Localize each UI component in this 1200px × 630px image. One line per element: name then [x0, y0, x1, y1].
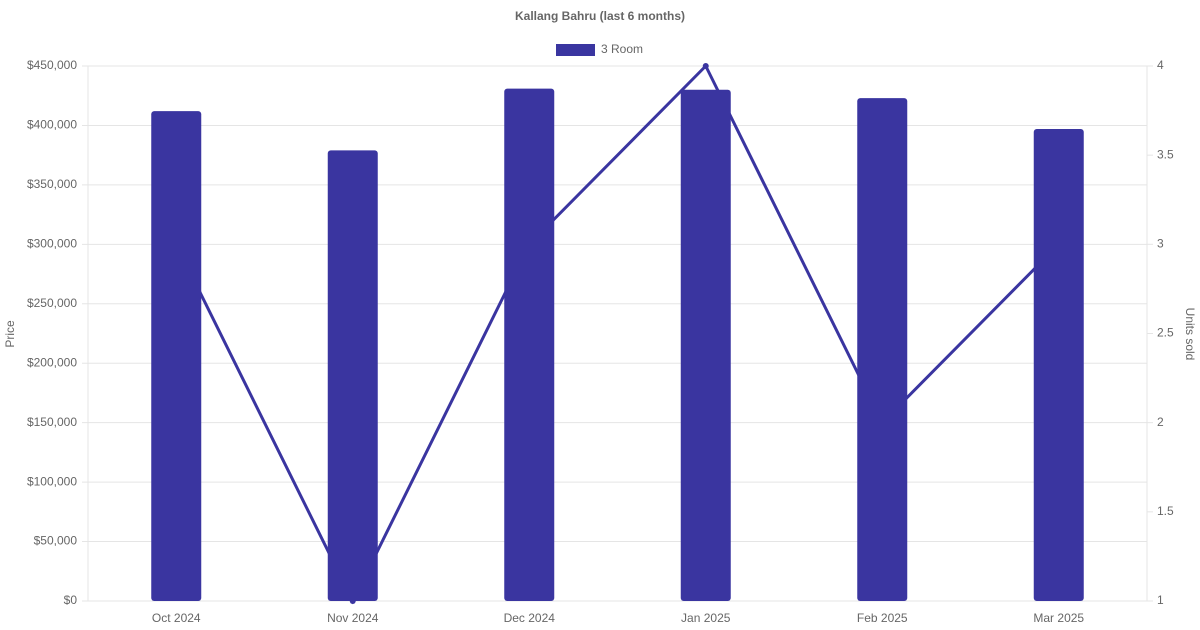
- y-tick-label: $50,000: [34, 534, 78, 548]
- line-point: [702, 63, 709, 69]
- bar: [504, 88, 555, 602]
- y2-tick-label: 2: [1157, 415, 1164, 429]
- bar: [151, 111, 202, 601]
- chart-title: Kallang Bahru (last 6 months): [515, 9, 685, 23]
- y-tick-label: $400,000: [27, 118, 77, 132]
- y2-tick-label: 3.5: [1157, 147, 1174, 161]
- y-tick-label: $200,000: [27, 355, 77, 369]
- y-tick-label: $0: [64, 593, 78, 607]
- y-axis-label: Price: [3, 320, 17, 348]
- x-tick-label: Feb 2025: [857, 611, 908, 625]
- x-tick-label: Jan 2025: [681, 611, 731, 625]
- y-tick-label: $450,000: [27, 58, 77, 72]
- y-tick-label: $100,000: [27, 474, 77, 488]
- bar: [857, 98, 908, 601]
- bar: [680, 89, 731, 602]
- bar: [1033, 129, 1084, 601]
- legend-label: 3 Room: [601, 42, 643, 56]
- x-tick-label: Nov 2024: [327, 611, 379, 625]
- y-tick-label: $350,000: [27, 177, 77, 191]
- legend-swatch: [556, 44, 595, 56]
- y-tick-label: $250,000: [27, 296, 77, 310]
- y2-tick-label: 2.5: [1157, 326, 1174, 340]
- bar: [327, 150, 378, 601]
- x-tick-label: Dec 2024: [504, 611, 556, 625]
- y-tick-label: $150,000: [27, 415, 77, 429]
- x-tick-label: Oct 2024: [152, 611, 201, 625]
- y-tick-label: $300,000: [27, 237, 77, 251]
- y2-tick-label: 3: [1157, 237, 1164, 251]
- y2-tick-label: 4: [1157, 58, 1164, 72]
- y2-tick-label: 1: [1157, 593, 1164, 607]
- y2-axis-label: Units sold: [1183, 308, 1197, 361]
- line: [174, 63, 1060, 605]
- y2-tick-label: 1.5: [1157, 504, 1174, 518]
- x-tick-label: Mar 2025: [1033, 611, 1084, 625]
